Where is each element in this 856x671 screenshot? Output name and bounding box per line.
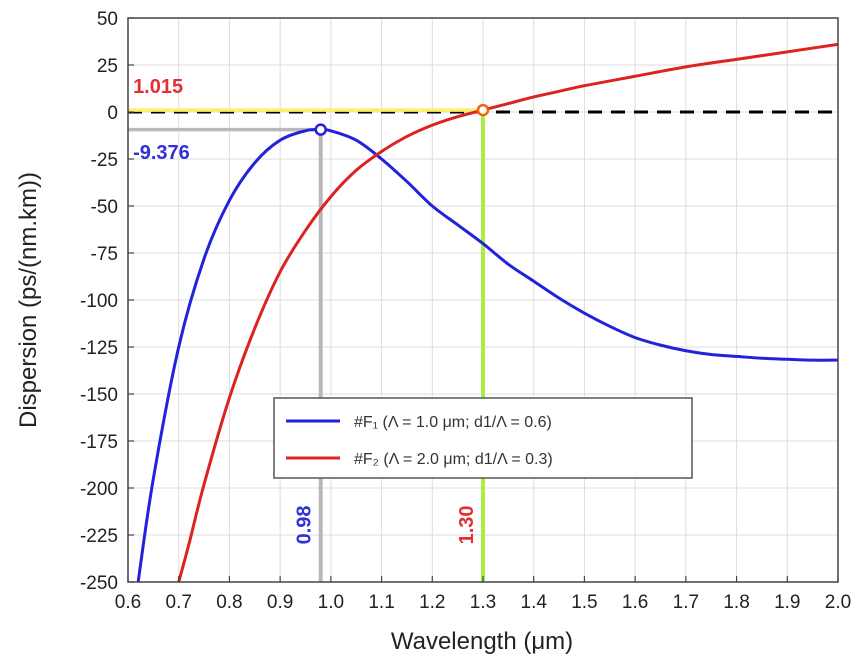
x-tick-label-4: 1.0 bbox=[318, 592, 344, 613]
x-tick-label-5: 1.1 bbox=[368, 592, 394, 613]
marker-layer bbox=[314, 103, 490, 136]
y-tick-label-9: -175 bbox=[80, 432, 118, 453]
x-tick-label-14: 2.0 bbox=[825, 592, 851, 613]
x-tick-label-2: 0.8 bbox=[216, 592, 242, 613]
x-tick-label-1: 0.7 bbox=[166, 592, 192, 613]
legend: #F₁ (Λ = 1.0 μm; d1/Λ = 0.6) #F₂ (Λ = 2.… bbox=[273, 397, 693, 479]
x-tick-label-12: 1.8 bbox=[723, 592, 749, 613]
y-axis-title: Dispersion (ps/(nm.km)) bbox=[15, 172, 42, 428]
series-line-1 bbox=[136, 128, 838, 582]
x-tick-label-11: 1.7 bbox=[673, 592, 699, 613]
y-tick-label-11: -225 bbox=[80, 526, 118, 547]
y-tick-label-3: -25 bbox=[91, 150, 118, 171]
y-tick-label-1: 25 bbox=[97, 56, 118, 77]
legend-label-f1: #F₁ (Λ = 1.0 μm; d1/Λ = 0.6) bbox=[354, 414, 552, 431]
x-tick-label-3: 0.9 bbox=[267, 592, 293, 613]
x-tick-label-13: 1.9 bbox=[774, 592, 800, 613]
data-marker-1 bbox=[476, 103, 490, 117]
tick-labels: 0.6 0.7 0.8 0.9 1.0 1.1 1.2 1.3 1.4 1.5 1.6 1.7 1.8 1… bbox=[80, 9, 851, 613]
annotations: 1.015 -9.376 0.98 1.30 bbox=[133, 76, 478, 544]
x-tick-label-8: 1.4 bbox=[521, 592, 548, 613]
x-tick-label-6: 1.2 bbox=[419, 592, 445, 613]
x-tick-label-0: 0.6 bbox=[115, 592, 141, 613]
reference-lines bbox=[128, 108, 838, 582]
y-tick-label-4: -50 bbox=[91, 197, 118, 218]
legend-box bbox=[273, 397, 693, 479]
annotation-0: 1.015 bbox=[133, 76, 183, 98]
y-tick-label-7: -125 bbox=[80, 338, 118, 359]
legend-label-f2: #F₂ (Λ = 2.0 μm; d1/Λ = 0.3) bbox=[354, 451, 553, 468]
data-marker-0 bbox=[314, 123, 327, 136]
y-tick-label-0: 50 bbox=[97, 9, 118, 30]
x-tick-label-9: 1.5 bbox=[571, 592, 597, 613]
series-layer bbox=[136, 42, 838, 582]
y-tick-label-12: -250 bbox=[80, 573, 118, 594]
series-line-2 bbox=[177, 42, 838, 582]
y-tick-label-10: -200 bbox=[80, 479, 118, 500]
x-axis-title: Wavelength (μm) bbox=[391, 628, 573, 655]
y-tick-label-5: -75 bbox=[91, 244, 118, 265]
y-tick-label-8: -150 bbox=[80, 385, 118, 406]
annotation-2: 0.98 bbox=[294, 505, 316, 544]
annotation-1: -9.376 bbox=[133, 142, 190, 164]
x-tick-label-7: 1.3 bbox=[470, 592, 496, 613]
y-tick-label-6: -100 bbox=[80, 291, 118, 312]
x-tick-label-10: 1.6 bbox=[622, 592, 648, 613]
y-tick-label-2: 0 bbox=[107, 103, 118, 124]
annotation-3: 1.30 bbox=[456, 505, 478, 544]
